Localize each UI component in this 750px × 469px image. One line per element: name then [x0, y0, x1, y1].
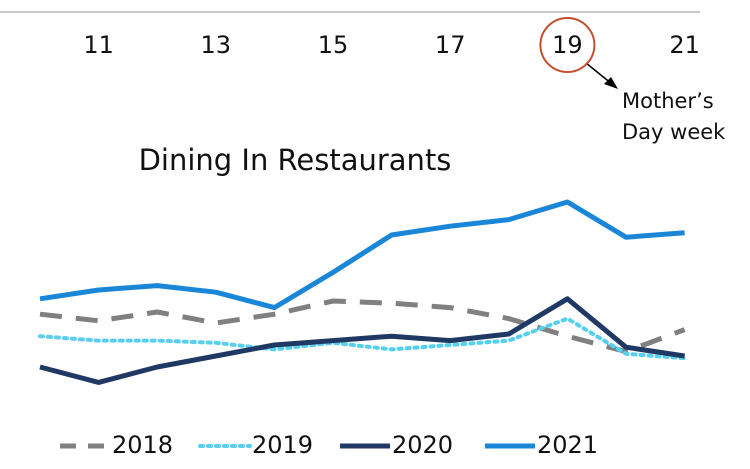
x-tick-label: 13 [201, 31, 232, 59]
x-tick-label: 11 [83, 31, 114, 59]
chart-title: Dining In Restaurants [139, 143, 452, 177]
legend-label: 2020 [392, 431, 453, 459]
annotation: Mother’s [622, 89, 714, 113]
arrow-head [604, 77, 618, 89]
x-tick-label: 17 [435, 31, 466, 59]
series-line [38, 316, 687, 361]
annotation: Day week [622, 120, 726, 144]
series-line [39, 296, 685, 385]
x-tick-label: 19 [552, 31, 583, 59]
series-line [39, 298, 686, 355]
legend-label: 2018 [112, 431, 173, 459]
x-tick-label: 15 [318, 31, 349, 59]
legend-label: 2021 [537, 431, 598, 459]
series-line [39, 199, 685, 311]
highlight-circle [539, 17, 596, 73]
x-tick-label: 21 [669, 31, 700, 59]
legend-label: 2019 [252, 431, 313, 459]
